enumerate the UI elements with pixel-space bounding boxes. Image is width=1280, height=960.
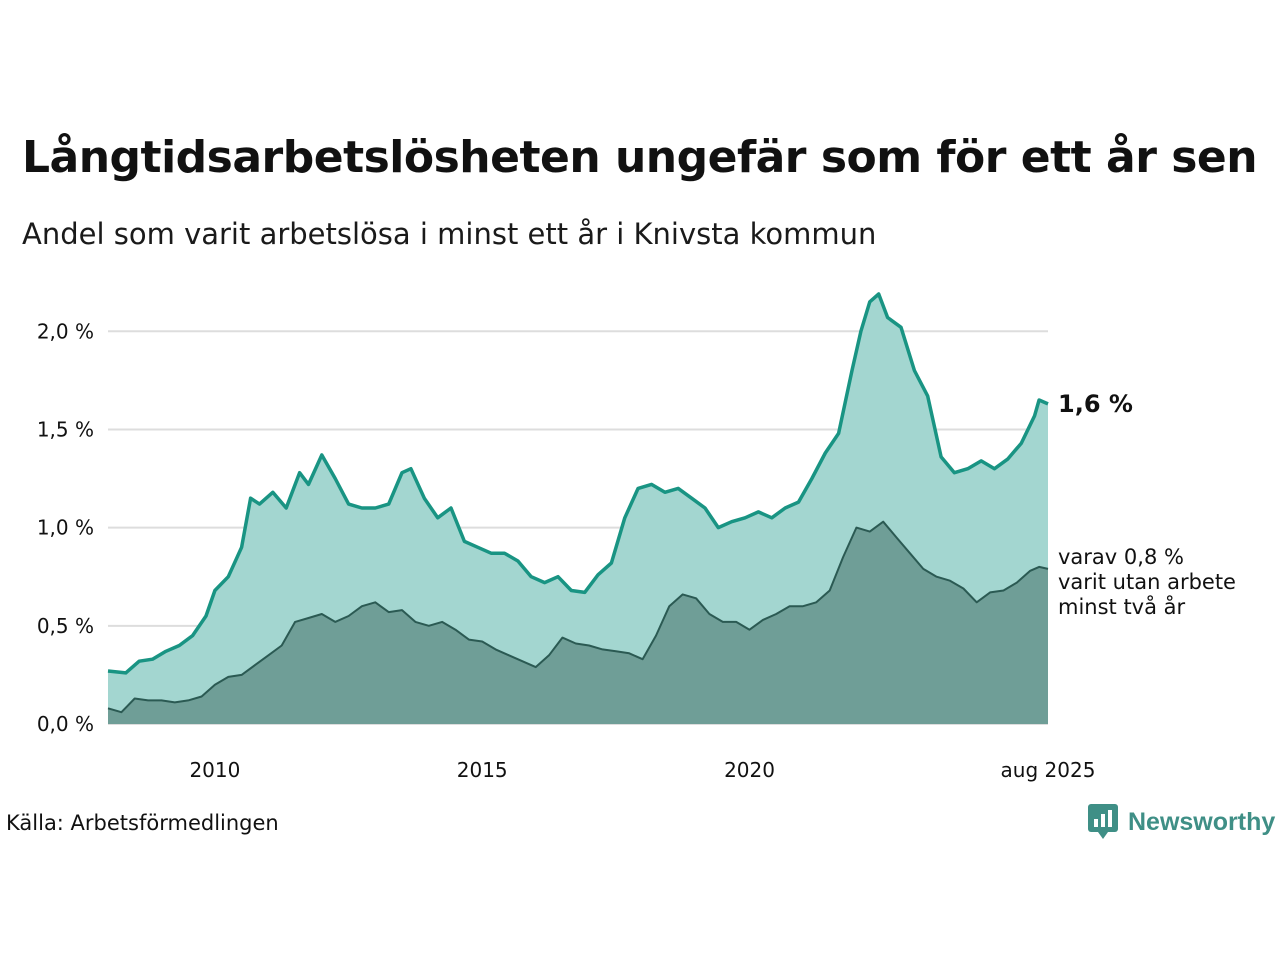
chart-title: Långtidsarbetslösheten ungefär som för e… <box>22 132 1258 183</box>
y-axis: 0,0 % 0,5 % 1,0 % 1,5 % 2,0 % <box>37 319 94 736</box>
x-tick-label: 2015 <box>457 758 508 782</box>
y-tick-label: 0,5 % <box>37 614 94 638</box>
newsworthy-logo-icon <box>1088 804 1118 839</box>
x-tick-label: 2010 <box>189 758 240 782</box>
chart-area: 0,0 % 0,5 % 1,0 % 1,5 % 2,0 % 2010 2015 2020 au… <box>37 292 1236 782</box>
chart-subtitle: Andel som varit arbetslösa i minst ett å… <box>22 217 877 251</box>
brand-name: Newsworthy <box>1128 807 1276 836</box>
total-end-label: 1,6 % <box>1058 390 1133 418</box>
y-tick-label: 1,0 % <box>37 516 94 540</box>
x-tick-label: aug 2025 <box>1001 758 1096 782</box>
source-note: Källa: Arbetsförmedlingen <box>6 811 279 835</box>
sub-end-label-line-1: varav 0,8 % <box>1058 545 1184 569</box>
y-tick-label: 0,0 % <box>37 712 94 736</box>
x-axis: 2010 2015 2020 aug 2025 <box>189 758 1095 782</box>
sub-end-label-line-3: minst två år <box>1058 594 1186 619</box>
sub-series-line <box>107 520 1049 714</box>
sub-series-area <box>108 521 1048 724</box>
sub-end-label-line-2: varit utan arbete <box>1058 570 1236 594</box>
brand-logo[interactable]: Newsworthy <box>1088 804 1275 840</box>
total-series-line <box>107 292 1049 675</box>
x-tick-label: 2020 <box>724 758 775 782</box>
y-tick-label: 2,0 % <box>37 319 94 343</box>
y-tick-label: 1,5 % <box>37 417 94 441</box>
